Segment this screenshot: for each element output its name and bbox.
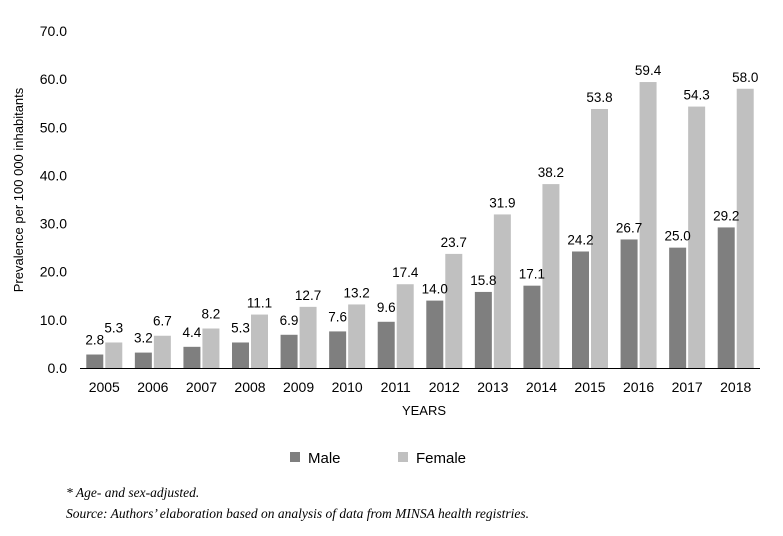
bar-male-2012 xyxy=(426,300,444,368)
x-tick-label: 2010 xyxy=(332,379,363,395)
data-label-female-2017: 54.3 xyxy=(684,88,710,103)
bar-female-2006 xyxy=(153,335,171,368)
legend-swatch-female xyxy=(398,452,408,462)
data-label-female-2013: 31.9 xyxy=(489,195,515,210)
data-label-female-2007: 8.2 xyxy=(202,307,221,322)
y-tick-label: 10.0 xyxy=(40,312,67,328)
data-label-female-2009: 12.7 xyxy=(295,288,321,303)
x-tick-label: 2008 xyxy=(234,379,265,395)
legend: Male Female xyxy=(290,450,466,467)
x-tick-label: 2013 xyxy=(477,379,508,395)
data-label-male-2008: 5.3 xyxy=(231,320,250,335)
data-label-male-2015: 24.2 xyxy=(567,232,593,247)
data-label-female-2015: 53.8 xyxy=(586,90,612,105)
legend-label-male: Male xyxy=(308,450,341,467)
y-tick-label: 50.0 xyxy=(40,119,67,135)
bar-male-2016 xyxy=(620,239,638,368)
x-tick-label: 2018 xyxy=(720,379,751,395)
data-label-female-2011: 17.4 xyxy=(392,265,419,280)
bar-male-2010 xyxy=(329,331,347,368)
data-label-male-2018: 29.2 xyxy=(713,208,739,223)
bar-female-2015 xyxy=(591,108,608,369)
y-tick-label: 20.0 xyxy=(40,264,67,280)
x-tick-label: 2014 xyxy=(526,379,557,395)
footnote: * Age- and sex-adjusted. xyxy=(66,485,200,500)
x-axis-title: YEARS xyxy=(402,403,446,418)
x-tick-label: 2017 xyxy=(672,379,703,395)
data-label-female-2006: 6.7 xyxy=(153,314,172,329)
data-label-female-2010: 13.2 xyxy=(344,285,370,300)
y-tick-label: 40.0 xyxy=(40,167,67,183)
bar-female-2009 xyxy=(299,306,317,368)
x-tick-label: 2007 xyxy=(186,379,217,395)
data-label-male-2005: 2.8 xyxy=(85,333,104,348)
bar-female-2011 xyxy=(396,284,414,368)
x-tick-label: 2009 xyxy=(283,379,314,395)
bar-male-2014 xyxy=(523,285,541,368)
bars xyxy=(86,82,754,369)
data-label-female-2014: 38.2 xyxy=(538,165,564,180)
y-tick-label: 0.0 xyxy=(48,360,68,376)
bar-male-2015 xyxy=(572,251,589,368)
y-axis-title: Prevalence per 100 000 inhabitants xyxy=(11,87,26,292)
bar-male-2017 xyxy=(669,247,687,368)
bar-female-2005 xyxy=(105,342,123,368)
x-tick-label: 2015 xyxy=(574,379,605,395)
bar-male-2018 xyxy=(717,227,735,368)
bar-male-2013 xyxy=(474,291,492,368)
bar-female-2014 xyxy=(542,184,560,368)
data-label-male-2014: 17.1 xyxy=(519,267,545,282)
bar-female-2017 xyxy=(688,106,706,368)
bar-chart: 0.010.020.030.040.050.060.070.0 2.85.33.… xyxy=(11,23,760,467)
source-note: Source: Authors’ elaboration based on an… xyxy=(66,506,529,521)
x-tick-label: 2012 xyxy=(429,379,460,395)
bar-male-2008 xyxy=(232,342,249,368)
bar-female-2013 xyxy=(493,214,511,368)
legend-label-female: Female xyxy=(416,450,466,467)
data-labels: 2.85.33.26.74.48.25.311.16.912.77.613.29… xyxy=(85,63,758,347)
data-label-male-2010: 7.6 xyxy=(328,309,347,324)
data-label-male-2009: 6.9 xyxy=(280,313,299,328)
bar-female-2018 xyxy=(736,88,754,369)
y-axis-ticks: 0.0 10.0 20.0 30.0 40.0 50.0 60.0 70.0 xyxy=(40,23,67,376)
data-label-male-2017: 25.0 xyxy=(665,229,691,244)
legend-swatch-male xyxy=(290,452,300,462)
data-label-female-2012: 23.7 xyxy=(441,235,467,250)
bar-male-2007 xyxy=(183,346,201,368)
x-tick-label: 2011 xyxy=(381,379,411,395)
bar-female-2010 xyxy=(348,304,366,368)
bar-male-2009 xyxy=(280,334,298,368)
bar-female-2016 xyxy=(639,82,657,368)
data-label-female-2018: 58.0 xyxy=(732,70,758,85)
chart-notes: * Age- and sex-adjusted. Source: Authors… xyxy=(66,482,529,524)
x-axis-ticks: 2005 2006 2007 2008 2009 2010 2011 2012 2013 2014… xyxy=(89,379,752,395)
data-label-female-2005: 5.3 xyxy=(104,320,123,335)
data-label-male-2007: 4.4 xyxy=(183,325,202,340)
x-tick-label: 2006 xyxy=(137,379,168,395)
y-tick-label: 30.0 xyxy=(40,216,67,232)
data-label-male-2012: 14.0 xyxy=(422,282,448,297)
data-label-female-2016: 59.4 xyxy=(635,63,662,78)
bar-female-2012 xyxy=(445,253,463,368)
data-label-male-2006: 3.2 xyxy=(134,331,153,346)
data-label-male-2011: 9.6 xyxy=(377,300,396,315)
bar-female-2008 xyxy=(251,314,268,368)
bar-female-2007 xyxy=(202,328,220,368)
bar-male-2005 xyxy=(86,354,104,368)
data-label-male-2016: 26.7 xyxy=(616,220,642,235)
x-tick-label: 2005 xyxy=(89,379,120,395)
y-tick-label: 70.0 xyxy=(40,23,67,39)
x-tick-label: 2016 xyxy=(623,379,654,395)
data-label-female-2008: 11.1 xyxy=(247,296,272,311)
y-tick-label: 60.0 xyxy=(40,71,67,87)
bar-male-2006 xyxy=(134,352,152,368)
data-label-male-2013: 15.8 xyxy=(470,273,496,288)
bar-male-2011 xyxy=(377,321,395,368)
